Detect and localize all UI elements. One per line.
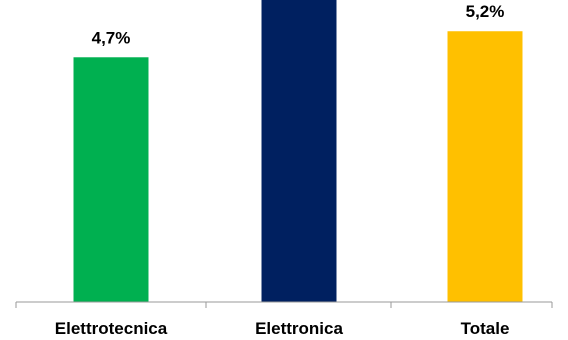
data-label-0: 4,7% — [92, 28, 131, 47]
category-label-2: Totale — [461, 319, 510, 338]
category-label-1: Elettronica — [255, 319, 343, 338]
data-labels-layer: 4,7% 5,2% — [92, 2, 505, 47]
category-label-0: Elettrotecnica — [55, 319, 168, 338]
x-axis — [15, 301, 553, 308]
bar-1 — [261, 0, 337, 302]
category-labels-layer: Elettrotecnica Elettronica Totale — [55, 319, 510, 338]
bar-0 — [73, 57, 149, 302]
data-label-2: 5,2% — [466, 2, 505, 21]
bar-2 — [447, 31, 523, 302]
bars-layer — [73, 0, 523, 302]
